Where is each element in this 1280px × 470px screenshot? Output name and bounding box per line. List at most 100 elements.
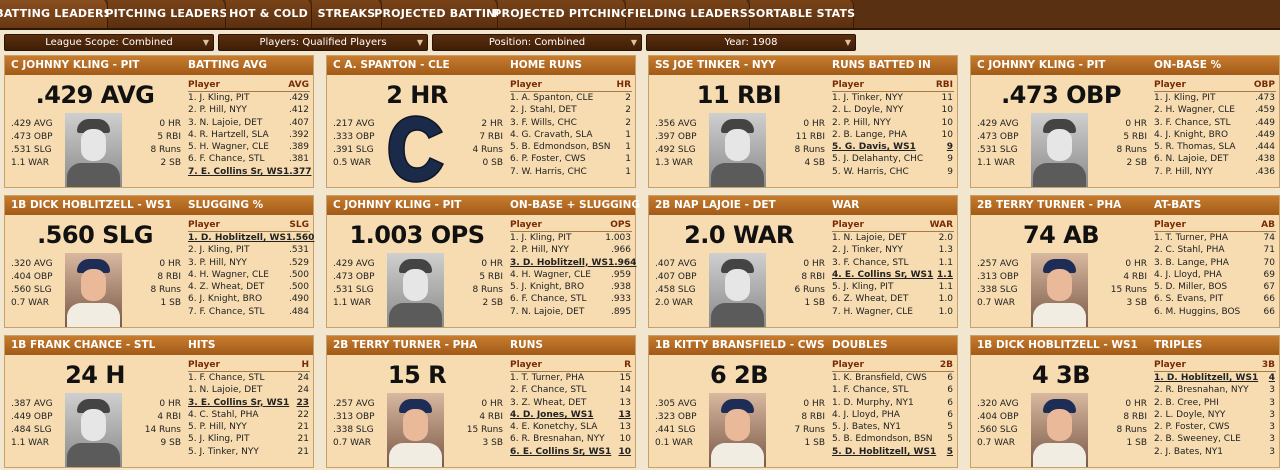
leaderboard-row[interactable]: 6. F. Chance, STL .933 [510,293,632,305]
leaderboard-row[interactable]: 1. J. Kling, PIT 1.003 [510,232,632,244]
player-name[interactable]: 1. J. Kling, PIT [510,233,572,243]
player-name[interactable]: 1. N. Lajoie, DET [832,233,907,243]
leaderboard-row[interactable]: 2. F. Chance, STL 14 [510,384,632,396]
leaderboard-row[interactable]: 4. H. Wagner, CLE .959 [510,269,632,281]
player-name[interactable]: 2. J. Stahl, DET [510,105,577,116]
leaderboard-row[interactable]: 1. N. Lajoie, DET 2.0 [832,232,954,244]
leaderboard-row[interactable]: 2. P. Hill, NYY 10 [832,117,954,129]
tab-projected-batting[interactable]: PROJECTED BATTING [374,0,505,28]
leaderboard-row[interactable]: 5. J. Tinker, NYY 21 [188,446,310,458]
player-name[interactable]: 7. P. Hill, NYY [1154,166,1213,177]
player-name[interactable]: 5. J. Tinker, NYY [188,446,259,457]
leaderboard-row[interactable]: 1. D. Hoblitzell, WS1 4 [1154,372,1276,384]
player-name[interactable]: 3. F. Wills, CHC [510,117,577,128]
leaderboard-row[interactable]: 2. B. Lange, PHA 10 [832,129,954,141]
player-name[interactable]: 4. E. Konetchy, SLA [510,422,598,433]
leaderboard-row[interactable]: 3. Z. Wheat, DET 13 [510,397,632,409]
player-name[interactable]: 1. F. Chance, STL [188,373,265,383]
leaderboard-row[interactable]: 6. R. Bresnahan, NYY 10 [510,433,632,445]
leaderboard-row[interactable]: 3. D. Hoblitzell, WS1.964 [510,257,636,269]
leaderboard-row[interactable]: 5. J. Bates, NY1 5 [832,421,954,433]
leaderboard-row[interactable]: 7. E. Collins Sr, WS1.377 [188,166,312,178]
leaderboard-row[interactable]: 6. M. Huggins, BOS 66 [1154,306,1276,318]
player-name[interactable]: 7. E. Collins Sr, WS1 [188,166,290,177]
tab-hot-cold[interactable]: HOT & COLD [226,0,312,28]
leaderboard-row[interactable]: 2. C. Stahl, PHA 71 [1154,244,1276,256]
leaderboard-row[interactable]: 4. R. Hartzell, SLA .392 [188,129,310,141]
leaderboard-row[interactable]: 5. J. Knight, BRO .938 [510,281,632,293]
leaderboard-row[interactable]: 5. J. Kling, PIT 21 [188,433,310,445]
leaderboard-row[interactable]: 4. H. Wagner, CLE .500 [188,269,310,281]
leaderboard-row[interactable]: 7. N. Lajoie, DET .895 [510,306,632,318]
player-name[interactable]: 1. D. Murphy, NY1 [832,397,914,408]
leaderboard-row[interactable]: 5. D. Hoblitzell, WS1 5 [832,446,954,458]
leaderboard-row[interactable]: 5. D. Miller, BOS 67 [1154,281,1276,293]
player-name[interactable]: 2. F. Chance, STL [510,385,587,396]
player-name[interactable]: 5. R. Thomas, SLA [1154,142,1236,153]
leaderboard-row[interactable]: 4. C. Stahl, PHA 22 [188,409,310,421]
player-name[interactable]: 7. F. Chance, STL [188,306,265,317]
leaderboard-row[interactable]: 2. H. Wagner, CLE .459 [1154,104,1276,116]
leaderboard-row[interactable]: 4. E. Collins Sr, WS1 1.1 [832,269,954,281]
leaderboard-row[interactable]: 3. F. Wills, CHC 2 [510,117,632,129]
player-name[interactable]: 1. N. Lajoie, DET [188,385,263,396]
tab-sortable-stats[interactable]: SORTABLE STATS [748,0,855,28]
player-name[interactable]: 4. J. Lloyd, PHA [832,409,900,420]
player-name[interactable]: 4. J. Lloyd, PHA [1154,269,1222,280]
filter-dropdown-1[interactable]: League Scope: Combined ▼ [4,34,214,51]
player-name[interactable]: 2. P. Hill, NYY [832,117,891,128]
player-name[interactable]: 5. J. Kling, PIT [832,282,894,293]
leader-name[interactable]: C A. SPANTON - CLE [333,59,450,71]
leaderboard-row[interactable]: 2. L. Doyle, NYY 10 [832,104,954,116]
leaderboard-row[interactable]: 3. F. Chance, STL .449 [1154,117,1276,129]
leaderboard-row[interactable]: 4. E. Konetchy, SLA 13 [510,421,632,433]
filter-dropdown-2[interactable]: Players: Qualified Players ▼ [218,34,428,51]
player-name[interactable]: 4. Z. Wheat, DET [188,282,265,293]
leaderboard-row[interactable]: 1. F. Chance, STL 24 [188,372,310,384]
player-name[interactable]: 2. C. Stahl, PHA [1154,245,1225,256]
leaderboard-row[interactable]: 5. B. Edmondson, BSN 5 [832,433,954,445]
leaderboard-row[interactable]: 6. F. Chance, STL .381 [188,153,310,165]
leaderboard-row[interactable]: 6. S. Evans, PIT 66 [1154,293,1276,305]
player-name[interactable]: 4. D. Jones, WS1 [510,409,594,420]
leaderboard-row[interactable]: 2. B. Cree, PHI 3 [1154,397,1276,409]
tab-batting-leaders[interactable]: BATTING LEADERS [0,0,112,28]
player-name[interactable]: 5. B. Edmondson, BSN [510,142,611,153]
player-name[interactable]: 5. D. Hoblitzell, WS1 [832,446,937,457]
leaderboard-row[interactable]: 3. F. Chance, STL 1.1 [832,257,954,269]
player-name[interactable]: 1. D. Hoblitzell, WS1 [1154,373,1259,383]
tab-projected-pitching[interactable]: PROJECTED PITCHING [493,0,630,28]
player-name[interactable]: 2. B. Lange, PHA [832,129,907,140]
leader-name[interactable]: 1B FRANK CHANCE - STL [11,339,156,351]
player-name[interactable]: 4. J. Knight, BRO [1154,129,1229,140]
player-name[interactable]: 3. P. Hill, NYY [188,257,247,268]
leader-name[interactable]: 1B DICK HOBLITZELL - WS1 [11,199,172,211]
player-name[interactable]: 2. L. Doyle, NYY [1154,409,1226,420]
leader-name[interactable]: C JOHNNY KLING - PIT [11,59,140,71]
leaderboard-row[interactable]: 5. J. Kling, PIT 1.1 [832,281,954,293]
tab-streaks[interactable]: STREAKS [312,0,382,28]
player-name[interactable]: 4. H. Wagner, CLE [188,269,269,280]
player-name[interactable]: 3. D. Hoblitzell, WS1 [510,257,615,268]
leaderboard-row[interactable]: 5. P. Hill, NYY 21 [188,421,310,433]
leaderboard-row[interactable]: 2. R. Bresnahan, NYY 3 [1154,384,1276,396]
player-name[interactable]: 5. J. Knight, BRO [510,282,585,293]
player-name[interactable]: 7. H. Wagner, CLE [832,306,913,317]
player-name[interactable]: 2. J. Tinker, NYY [832,245,903,256]
player-name[interactable]: 1. A. Spanton, CLE [510,93,594,103]
leaderboard-row[interactable]: 4. J. Knight, BRO .449 [1154,129,1276,141]
leader-name[interactable]: 2B TERRY TURNER - PHA [333,339,478,351]
player-name[interactable]: 5. H. Wagner, CLE [188,142,269,153]
player-name[interactable]: 4. G. Cravath, SLA [510,129,593,140]
player-name[interactable]: 5. J. Delahanty, CHC [832,154,924,165]
player-name[interactable]: 6. R. Bresnahan, NYY [510,434,605,445]
leaderboard-row[interactable]: 1. J. Tinker, NYY 11 [832,92,954,104]
leaderboard-row[interactable]: 7. H. Wagner, CLE 1.0 [832,306,954,318]
leaderboard-row[interactable]: 2. P. Foster, CWS 3 [1154,421,1276,433]
filter-dropdown-4[interactable]: Year: 1908 ▼ [646,34,856,51]
leaderboard-row[interactable]: 1. K. Bransfield, CWS 6 [832,372,954,384]
leaderboard-row[interactable]: 2. J. Stahl, DET 2 [510,104,632,116]
player-name[interactable]: 5. P. Hill, NYY [188,422,247,433]
leader-name[interactable]: 2B NAP LAJOIE - DET [655,199,776,211]
leaderboard-row[interactable]: 4. G. Cravath, SLA 1 [510,129,632,141]
